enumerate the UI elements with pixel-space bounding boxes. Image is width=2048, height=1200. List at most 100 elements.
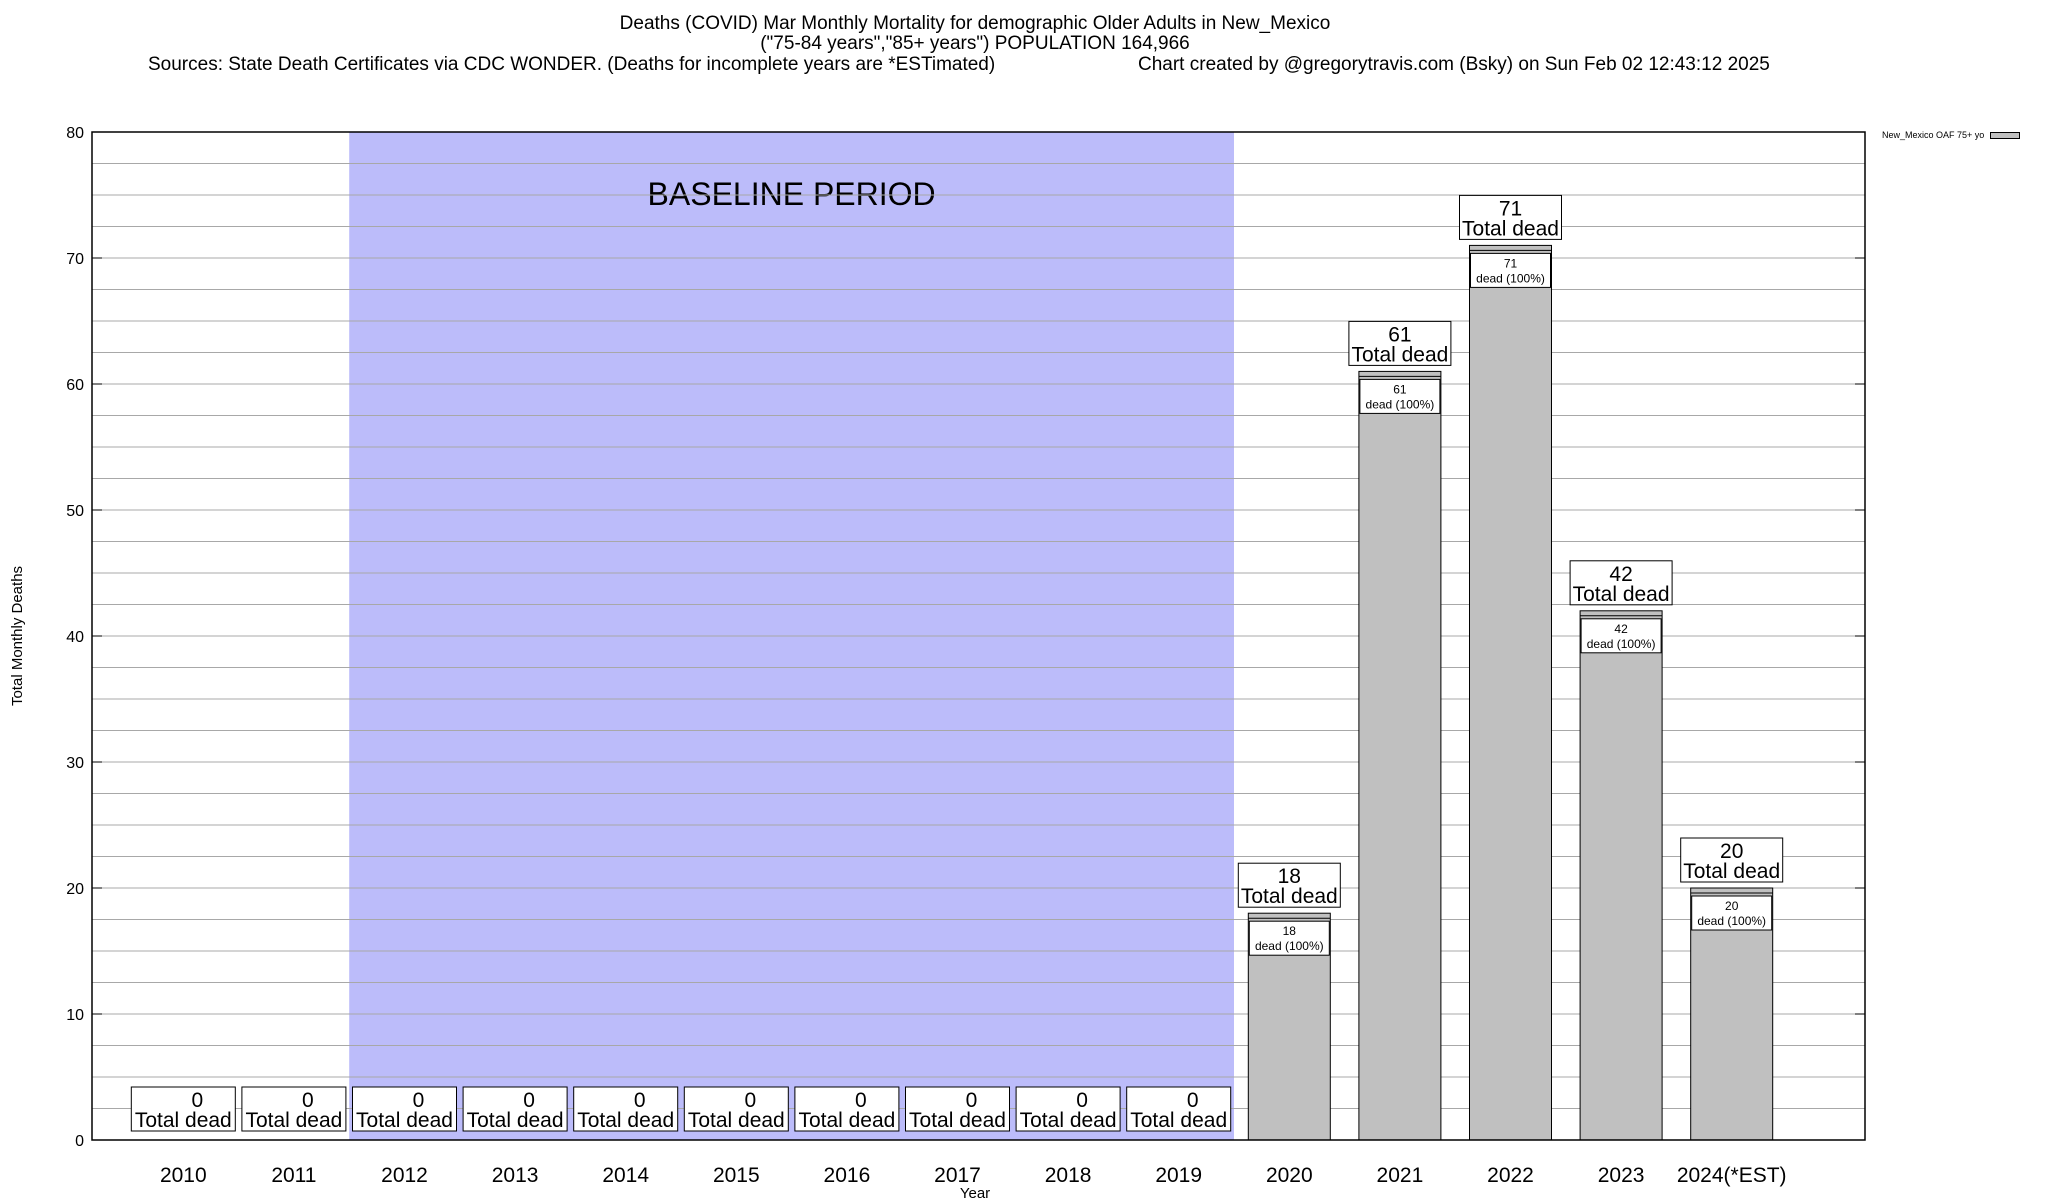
total-label-box [683, 1086, 789, 1132]
total-label-box [1237, 862, 1341, 908]
segment-value: 20 [1725, 899, 1739, 913]
total-label: Total dead [245, 1109, 342, 1132]
y-tick-label: 70 [66, 251, 84, 268]
total-value: 0 [855, 1089, 867, 1112]
segment-percent-label: dead (100%) [1697, 914, 1766, 928]
segment-label-box [1580, 618, 1662, 654]
x-tick-label: 2018 [1045, 1164, 1092, 1187]
total-label-box [905, 1086, 1010, 1132]
chart-legend: New_Mexico OAF 75+ yo [1882, 130, 2021, 140]
total-label: Total dead [798, 1109, 895, 1132]
total-value: 61 [1388, 323, 1411, 346]
segment-value: 61 [1393, 382, 1407, 396]
segment-value: 71 [1504, 256, 1518, 270]
y-tick-label: 0 [75, 1133, 84, 1150]
x-tick-label: 2014 [602, 1164, 649, 1187]
plot-frame [91, 131, 1866, 1141]
total-label: Total dead [1130, 1109, 1227, 1132]
total-value: 0 [523, 1089, 535, 1112]
total-label-box [1015, 1086, 1121, 1132]
x-tick-label: 2012 [381, 1164, 428, 1187]
y-tick-label: 10 [66, 1007, 84, 1024]
total-value: 0 [413, 1089, 425, 1112]
segment-value: 42 [1614, 622, 1628, 636]
total-value: 0 [634, 1089, 646, 1112]
total-label: Total dead [1462, 217, 1559, 240]
total-label: Total dead [1351, 343, 1448, 366]
segment-label-box [1248, 920, 1330, 956]
total-label-box [573, 1086, 679, 1132]
chart-credit: Chart created by @gregorytravis.com (Bsk… [1138, 54, 1770, 75]
y-axis-label: Total Monthly Deaths [9, 566, 26, 706]
total-label: Total dead [467, 1109, 564, 1132]
y-tick-label: 60 [66, 377, 84, 394]
segment-percent-label: dead (100%) [1476, 271, 1545, 285]
segment-label-box [1470, 252, 1551, 288]
total-label-box [1459, 194, 1562, 240]
total-value: 18 [1278, 865, 1301, 888]
y-tick-label: 80 [66, 125, 84, 142]
total-label: Total dead [688, 1109, 785, 1132]
total-label-box [794, 1086, 900, 1132]
total-label: Total dead [1020, 1109, 1117, 1132]
total-value: 0 [191, 1089, 203, 1112]
legend-label: New_Mexico OAF 75+ yo [1882, 130, 1985, 140]
chart-title: Deaths (COVID) Mar Monthly Mortality for… [619, 13, 1331, 34]
bar [1358, 370, 1442, 1141]
total-label: Total dead [1241, 885, 1338, 908]
chart-subtitle: ("75-84 years","85+ years") POPULATION 1… [760, 33, 1190, 54]
total-label-box [352, 1086, 457, 1132]
total-label: Total dead [1683, 860, 1780, 883]
x-tick-label: 2010 [160, 1164, 207, 1187]
total-label-box [1569, 560, 1673, 606]
total-label-box [1126, 1086, 1232, 1132]
total-label: Total dead [577, 1109, 674, 1132]
total-label-box [1680, 837, 1784, 883]
segment-value: 18 [1283, 924, 1297, 938]
total-value: 20 [1720, 840, 1743, 863]
x-tick-label: 2011 [271, 1164, 316, 1187]
bar [1579, 610, 1663, 1141]
bar [1469, 244, 1552, 1141]
y-tick-label: 40 [66, 629, 84, 646]
x-tick-label: 2021 [1377, 1164, 1424, 1187]
total-value: 0 [1187, 1089, 1199, 1112]
x-tick-label: 2017 [934, 1164, 981, 1187]
segment-percent-label: dead (100%) [1255, 939, 1324, 953]
total-value: 71 [1499, 197, 1522, 220]
x-tick-label: 2013 [492, 1164, 539, 1187]
sources-note: Sources: State Death Certificates via CD… [148, 54, 996, 75]
x-tick-label: 2016 [824, 1164, 871, 1187]
x-tick-label: 2022 [1487, 1164, 1534, 1187]
baseline-label: BASELINE PERIOD [648, 176, 936, 212]
legend-swatch [1990, 132, 2021, 140]
total-label-box [130, 1086, 236, 1132]
total-value: 0 [744, 1089, 756, 1112]
y-tick-label: 30 [66, 755, 84, 772]
total-value: 0 [302, 1089, 314, 1112]
total-label: Total dead [1573, 583, 1670, 606]
x-tick-label: 2020 [1266, 1164, 1313, 1187]
segment-label-box [1691, 895, 1773, 931]
total-label: Total dead [135, 1109, 232, 1132]
total-label-box [241, 1086, 347, 1132]
y-tick-label: 20 [66, 881, 84, 898]
total-label: Total dead [356, 1109, 453, 1132]
total-value: 0 [966, 1089, 978, 1112]
x-tick-label: 2024(*EST) [1677, 1164, 1787, 1187]
total-value: 0 [1076, 1089, 1088, 1112]
chart-header: Deaths (COVID) Mar Monthly Mortality for… [0, 14, 1950, 54]
total-label-box [462, 1086, 568, 1132]
total-value: 42 [1609, 563, 1632, 586]
segment-percent-label: dead (100%) [1587, 637, 1656, 651]
total-label-box [1348, 320, 1452, 366]
segment-percent-label: dead (100%) [1366, 397, 1435, 411]
x-tick-label: 2015 [713, 1164, 760, 1187]
x-axis-label: Year [960, 1185, 990, 1200]
segment-label-box [1359, 378, 1441, 414]
total-label: Total dead [909, 1109, 1006, 1132]
x-tick-label: 2019 [1155, 1164, 1202, 1187]
y-tick-label: 50 [66, 503, 84, 520]
x-tick-label: 2023 [1598, 1164, 1645, 1187]
